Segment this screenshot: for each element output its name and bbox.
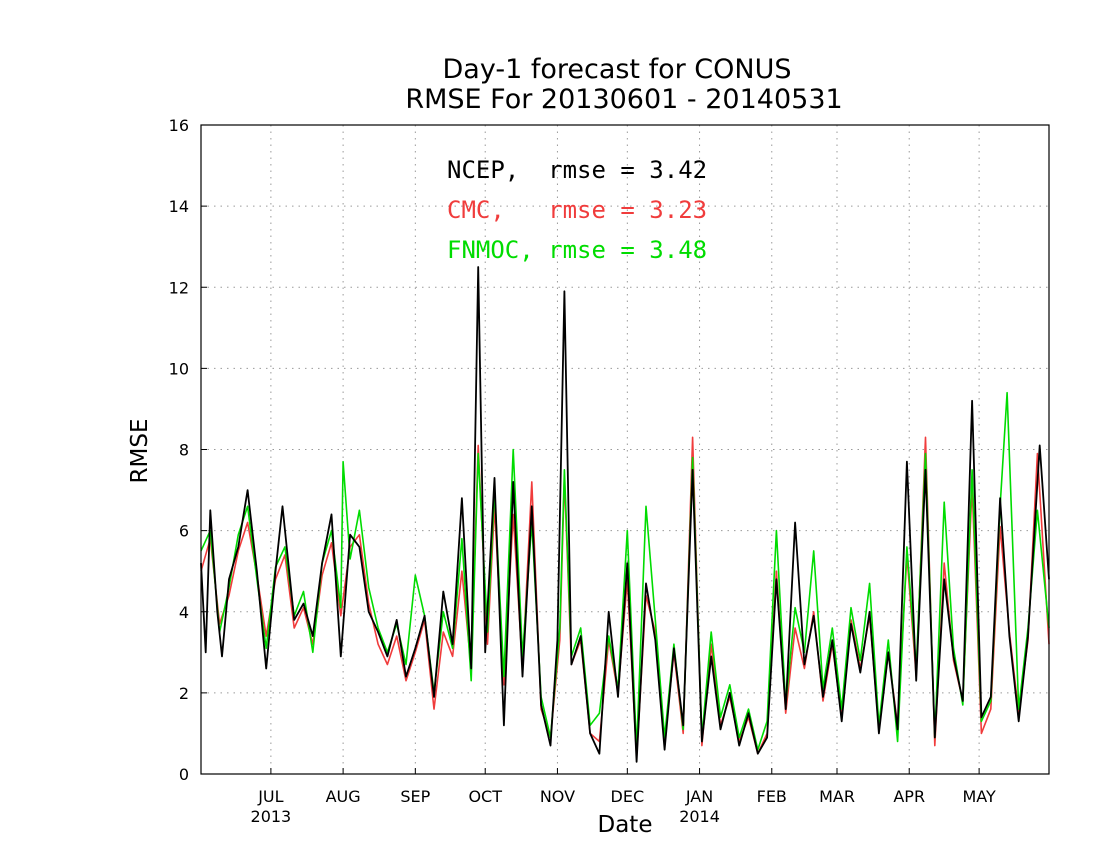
y-tick-label: 6: [179, 522, 189, 541]
x-tick-label: MAY: [962, 787, 996, 806]
x-tick-label: JUL: [257, 787, 283, 806]
x-tick-year-label: 2014: [679, 807, 720, 826]
y-axis: 0 2 4 6 8 10 12 14 16: [169, 116, 207, 784]
legend: NCEP, rmse = 3.42 CMC, rmse = 3.23 FNMOC, …: [447, 156, 707, 264]
series-line-ncep: [200, 266, 1050, 763]
y-tick-label: 4: [179, 603, 189, 622]
legend-entry-fnmoc: FNMOC, rmse = 3.48: [447, 236, 707, 264]
y-tick-label: 14: [169, 197, 189, 216]
y-tick-label: 2: [179, 684, 189, 703]
legend-entry-ncep: NCEP, rmse = 3.42: [447, 156, 707, 184]
y-axis-title: RMSE: [127, 419, 153, 484]
chart-title-line2: RMSE For 20130601 - 20140531: [405, 84, 842, 115]
x-tick-label: DEC: [611, 787, 645, 806]
x-tick-label: APR: [893, 787, 925, 806]
x-tick-label: AUG: [326, 787, 361, 806]
y-tick-label: 8: [179, 441, 189, 460]
x-tick-label: SEP: [400, 787, 430, 806]
legend-entry-cmc: CMC, rmse = 3.23: [447, 196, 707, 224]
y-tick-label: 12: [169, 278, 189, 297]
x-tick-label: FEB: [757, 787, 787, 806]
chart-title-line1: Day-1 forecast for CONUS: [442, 54, 791, 85]
x-tick-label: NOV: [540, 787, 575, 806]
y-tick-label: 0: [179, 765, 189, 784]
x-tick-label: MAR: [819, 787, 855, 806]
x-tick-year-label: 2013: [251, 807, 292, 826]
y-tick-label: 10: [169, 359, 189, 378]
x-axis-title: Date: [598, 812, 653, 838]
series-layer: [200, 266, 1050, 763]
x-tick-label: JAN: [685, 787, 713, 806]
x-tick-label: OCT: [468, 787, 502, 806]
y-tick-label: 16: [169, 116, 189, 135]
